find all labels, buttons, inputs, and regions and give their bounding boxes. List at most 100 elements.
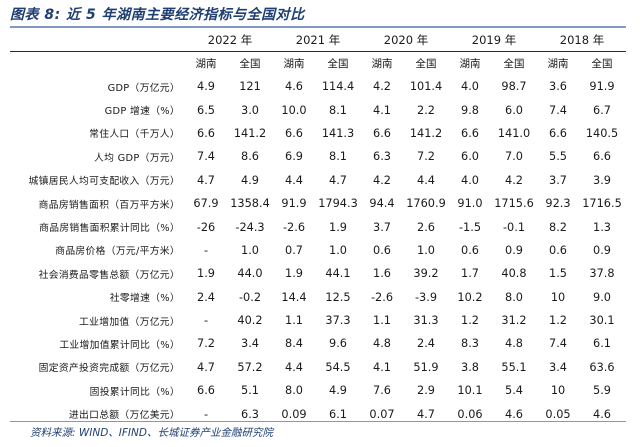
value-cell: 4.2: [505, 173, 523, 187]
value-cell: 101.4: [409, 80, 443, 94]
value-cell: 0.05: [545, 407, 571, 421]
value-cell: 3.8: [461, 360, 479, 374]
row-label: 常住人口（千万人）: [89, 129, 180, 141]
value-cell: 1.9: [197, 267, 215, 281]
value-cell: 6.1: [329, 407, 347, 421]
value-cell: 6.3: [241, 407, 259, 421]
value-cell: 2.6: [417, 220, 435, 234]
value-cell: -1.5: [458, 220, 482, 234]
value-cell: 4.6: [593, 407, 611, 421]
value-cell: 10: [550, 384, 566, 398]
row-label: 人均 GDP（万元）: [94, 152, 180, 164]
value-cell: 8.0: [505, 290, 523, 304]
value-cell: 0.6: [549, 243, 567, 257]
row-label: 商品房销售面积累计同比（%）: [39, 223, 180, 235]
region-header-national: 全国: [239, 58, 261, 70]
value-cell: 0.6: [461, 243, 479, 257]
value-cell: 5.1: [241, 384, 259, 398]
value-cell: 6.6: [549, 126, 567, 140]
row-label: GDP（万亿元）: [107, 82, 180, 94]
value-cell: 4.4: [285, 360, 303, 374]
value-cell: 5.4: [505, 384, 523, 398]
value-cell: -26: [196, 220, 216, 234]
year-header: 2021 年: [274, 29, 362, 52]
value-cell: 5.5: [549, 150, 567, 164]
row-label: 社零增速（%）: [109, 293, 180, 305]
value-cell: 1.0: [241, 243, 259, 257]
value-cell: 39.2: [413, 267, 439, 281]
value-cell: 1.0: [329, 243, 347, 257]
value-cell: 1.2: [549, 314, 567, 328]
value-cell: 3.9: [593, 173, 611, 187]
value-cell: 8.0: [285, 384, 303, 398]
value-cell: 44.1: [325, 267, 351, 281]
value-cell: 8.4: [285, 337, 303, 351]
value-cell: 141.2: [233, 126, 267, 140]
value-cell: 1.3: [593, 220, 611, 234]
value-cell: 2.4: [197, 290, 215, 304]
value-cell: 4.6: [285, 80, 303, 94]
row-label: 固投累计同比（%）: [89, 386, 180, 398]
value-cell: 6.6: [373, 126, 391, 140]
table-row: 商品房销售面积累计同比（%） -26 -24.3 -2.6 1.9 3.7 2.6 -1.5 -…: [10, 215, 626, 238]
value-cell: 14.4: [281, 290, 307, 304]
row-label: 社会消费品零售总额（万亿元）: [38, 269, 180, 281]
source-note: 资料来源: WIND、IFIND、长城证券产业金融研究院: [30, 427, 273, 439]
year-header: 2022 年: [186, 29, 274, 52]
value-cell: 6.1: [593, 337, 611, 351]
value-cell: 4.7: [329, 173, 347, 187]
title-divider: [10, 26, 626, 28]
row-label: 商品房价格（万元/平方米）: [55, 246, 180, 258]
row-label: 商品房销售面积（百万平方米）: [38, 199, 180, 211]
value-cell: 6.6: [197, 126, 215, 140]
value-cell: 1.2: [461, 314, 479, 328]
value-cell: 4.7: [197, 360, 215, 374]
table-row: GDP 增速（%） 6.5 3.0 10.0 8.1 4.1 2.2 9.8 6.0 7.4 6.7: [10, 98, 626, 121]
value-cell: 9.8: [461, 103, 479, 117]
table-row: GDP（万亿元） 4.9 121 4.6 114.4 4.2 101.4 4.0 98.7 3.6…: [10, 75, 626, 98]
value-cell: 3.7: [549, 173, 567, 187]
value-cell: 121: [239, 80, 261, 94]
value-cell: -2.6: [370, 290, 394, 304]
value-cell: 3.7: [373, 220, 391, 234]
value-cell: 94.4: [369, 197, 395, 211]
value-cell: -24.3: [235, 220, 265, 234]
value-cell: 6.6: [461, 126, 479, 140]
year-header: 2019 年: [450, 29, 538, 52]
value-cell: 4.6: [505, 407, 523, 421]
value-cell: -3.9: [414, 290, 438, 304]
value-cell: -0.1: [502, 220, 526, 234]
header-corner: [10, 29, 186, 52]
value-cell: 1358.4: [230, 197, 270, 211]
value-cell: 6.5: [197, 103, 215, 117]
value-cell: 4.7: [417, 407, 435, 421]
region-header-hunan: 湖南: [371, 58, 393, 70]
region-header-row: 湖南 全国 湖南 全国 湖南 全国 湖南 全国 湖南 全国: [10, 52, 626, 76]
value-cell: 2.2: [417, 103, 435, 117]
region-header-hunan: 湖南: [283, 58, 305, 70]
value-cell: 4.4: [285, 173, 303, 187]
value-cell: 98.7: [501, 80, 527, 94]
value-cell: 4.1: [373, 360, 391, 374]
value-cell: 4.8: [373, 337, 391, 351]
region-header-hunan: 湖南: [547, 58, 569, 70]
row-label: 固定资产投资完成额（万亿元）: [38, 363, 180, 375]
value-cell: 6.7: [593, 103, 611, 117]
value-cell: 51.9: [413, 360, 439, 374]
value-cell: 6.6: [285, 126, 303, 140]
row-label: 工业增加值累计同比（%）: [59, 339, 180, 351]
value-cell: 4.9: [197, 80, 215, 94]
value-cell: 91.9: [281, 197, 307, 211]
value-cell: 6.0: [461, 150, 479, 164]
value-cell: 67.9: [193, 197, 219, 211]
value-cell: 4.7: [197, 173, 215, 187]
value-cell: 6.0: [505, 103, 523, 117]
table-row: 商品房销售面积（百万平方米） 67.9 1358.4 91.9 1794.3 94.4 17…: [10, 192, 626, 215]
value-cell: 54.5: [325, 360, 351, 374]
row-label: 城镇居民人均可支配收入（万元）: [28, 176, 180, 188]
value-cell: 37.8: [589, 267, 615, 281]
table-row: 人均 GDP（万元） 7.4 8.6 6.9 8.1 6.3 7.2 6.0 7.0 5.5 6.6: [10, 145, 626, 168]
table-row: 工业增加值（万亿元） - 40.2 1.1 37.3 1.1 31.3 1.2 31.2 1.2 3…: [10, 309, 626, 332]
value-cell: 1.1: [285, 314, 303, 328]
value-cell: 1715.6: [494, 197, 534, 211]
